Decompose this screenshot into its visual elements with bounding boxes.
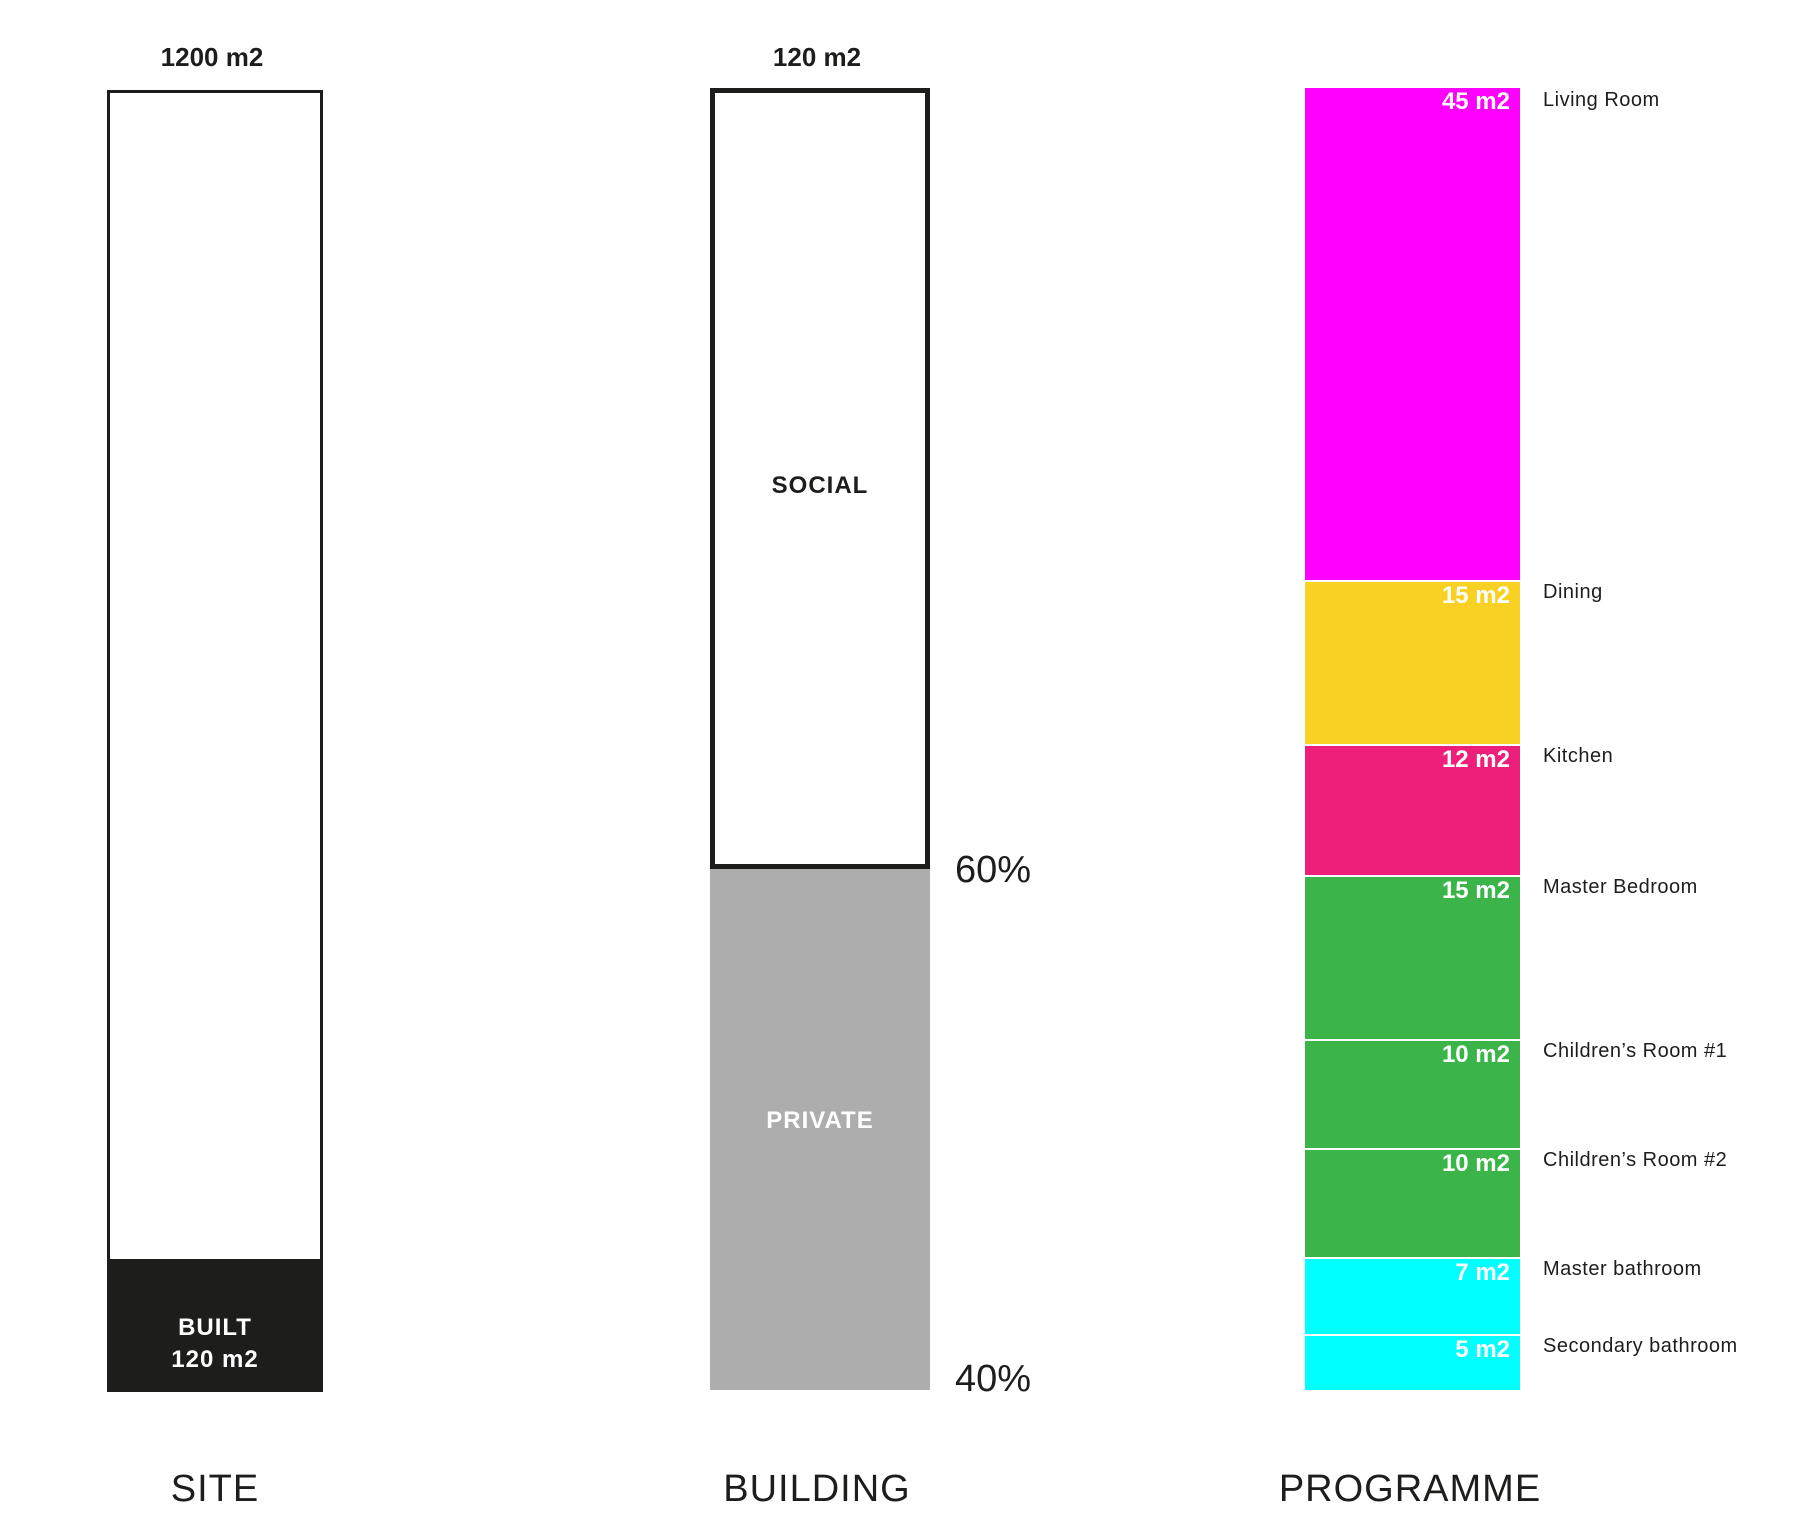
room-name-label: Master bathroom: [1543, 1258, 1702, 1280]
social-segment: SOCIAL: [710, 88, 930, 869]
site-caption: SITE: [170, 1468, 260, 1510]
social-percent-label: 60%: [955, 849, 1032, 891]
site-built-area: 120 m2: [171, 1346, 259, 1373]
room-area-label: 15 m2: [1441, 877, 1510, 904]
site-total-label: 1200 m2: [160, 42, 264, 72]
private-segment: PRIVATE: [710, 869, 930, 1390]
room-area-label: 5 m2: [1455, 1336, 1510, 1363]
room-segment: 5 m2: [1305, 1334, 1520, 1390]
room-name-label: Children’s Room #2: [1543, 1149, 1728, 1171]
room-name-label: Kitchen: [1543, 745, 1614, 767]
room-area-label: 45 m2: [1441, 88, 1510, 115]
programme-room-names: Living Room Dining Kitchen Master Bedroom Ch…: [1543, 88, 1793, 1390]
room-segment: 45 m2: [1305, 88, 1520, 580]
programme-caption: PROGRAMME: [1278, 1468, 1542, 1510]
social-label: SOCIAL: [771, 471, 869, 499]
room-segment: 12 m2: [1305, 744, 1520, 875]
site-built-segment: BUILT 120 m2: [110, 1259, 320, 1389]
room-name-label: Living Room: [1543, 89, 1660, 111]
room-name-label: Children’s Room #1: [1543, 1040, 1728, 1062]
room-segment: 7 m2: [1305, 1257, 1520, 1334]
site-bar: BUILT 120 m2: [107, 90, 323, 1392]
room-name-label: Master Bedroom: [1543, 876, 1698, 898]
room-segment: 15 m2: [1305, 875, 1520, 1039]
room-area-label: 10 m2: [1441, 1041, 1510, 1068]
room-name-label: Secondary bathroom: [1543, 1335, 1738, 1357]
room-segment: 10 m2: [1305, 1039, 1520, 1148]
building-caption: BUILDING: [723, 1468, 911, 1510]
private-label: PRIVATE: [766, 1107, 874, 1135]
room-segment: 10 m2: [1305, 1148, 1520, 1257]
room-name-label: Dining: [1543, 581, 1603, 603]
building-total-label: 120 m2: [772, 42, 862, 72]
room-area-label: 15 m2: [1441, 582, 1510, 609]
building-bar: SOCIAL PRIVATE: [710, 88, 930, 1390]
room-area-label: 12 m2: [1441, 746, 1510, 773]
site-built-label: BUILT: [178, 1314, 252, 1341]
private-percent-label: 40%: [955, 1358, 1032, 1400]
room-area-label: 7 m2: [1455, 1259, 1510, 1286]
programme-bar: 45 m2 15 m2 12 m2 15 m2 10 m2 10 m2 7 m2 5 m2: [1305, 88, 1520, 1390]
room-segment: 15 m2: [1305, 580, 1520, 744]
room-area-label: 10 m2: [1441, 1150, 1510, 1177]
